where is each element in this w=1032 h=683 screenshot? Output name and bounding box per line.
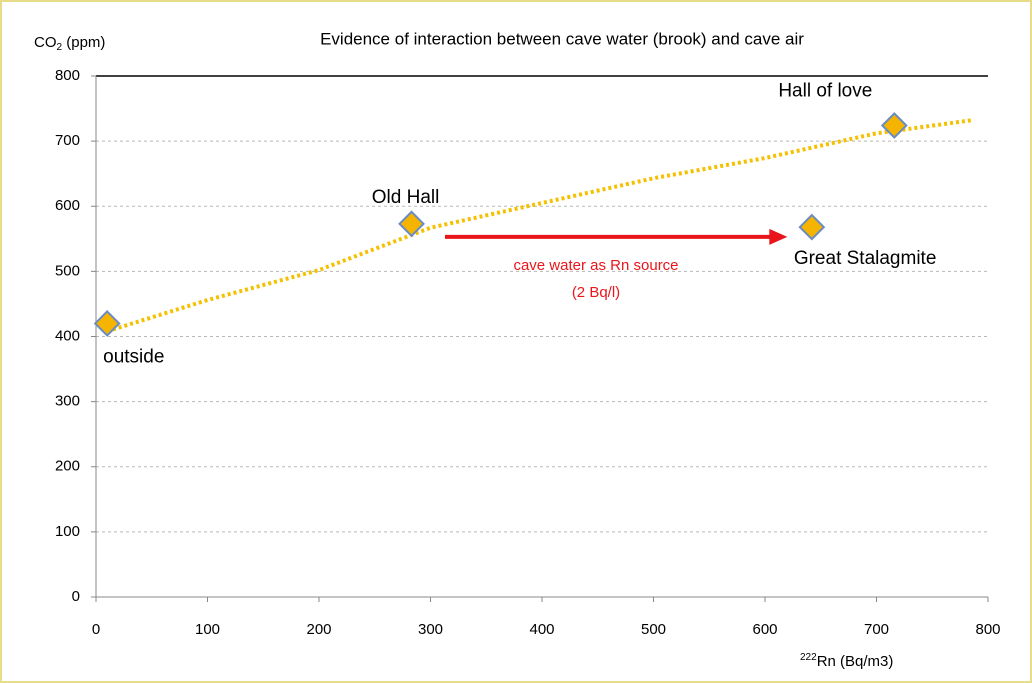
y-tick-label: 700 <box>55 132 80 149</box>
point <box>880 112 908 139</box>
x-tick-label: 700 <box>864 621 889 638</box>
x-tick-label: 0 <box>92 621 100 638</box>
point-label: Hall of love <box>778 81 872 102</box>
point <box>798 213 826 241</box>
x-label-main: Rn (Bq/m3) <box>817 653 894 670</box>
point-label: outside <box>103 346 164 367</box>
y-label-main: CO <box>34 34 57 51</box>
x-tick-label: 400 <box>529 621 554 638</box>
point <box>93 310 121 337</box>
trendline <box>106 118 972 334</box>
point-label: Old Hall <box>372 187 440 208</box>
y-label-unit: (ppm) <box>62 34 105 51</box>
y-axis-label: CO2 (ppm) <box>34 34 105 53</box>
x-label-sup: 222 <box>800 652 817 663</box>
y-tick-label: 400 <box>55 327 80 344</box>
annotation: (2 Bq/l) <box>572 284 620 301</box>
x-tick-label: 500 <box>641 621 666 638</box>
arrow-head <box>769 228 788 245</box>
y-label-sub: 2 <box>57 42 63 53</box>
y-tick-label: 100 <box>55 523 80 540</box>
y-tick-label: 500 <box>55 262 80 279</box>
y-tick-label: 0 <box>72 588 80 605</box>
y-tick-label: 600 <box>55 197 80 214</box>
x-tick-label: 600 <box>752 621 777 638</box>
point <box>398 210 425 238</box>
x-tick-label: 200 <box>306 621 331 638</box>
y-tick-label: 300 <box>55 393 80 410</box>
x-tick-label: 300 <box>418 621 443 638</box>
annotation: cave water as Rn source <box>513 257 678 274</box>
x-tick-label: 100 <box>195 621 220 638</box>
y-tick-label: 800 <box>55 67 80 84</box>
y-tick-label: 200 <box>55 458 80 475</box>
x-tick-label: 800 <box>975 621 1000 638</box>
x-axis-label: 222Rn (Bq/m3) <box>800 652 893 670</box>
point-label: Great Stalagmite <box>794 248 937 269</box>
chart-title: Evidence of interaction between cave wat… <box>320 29 804 48</box>
